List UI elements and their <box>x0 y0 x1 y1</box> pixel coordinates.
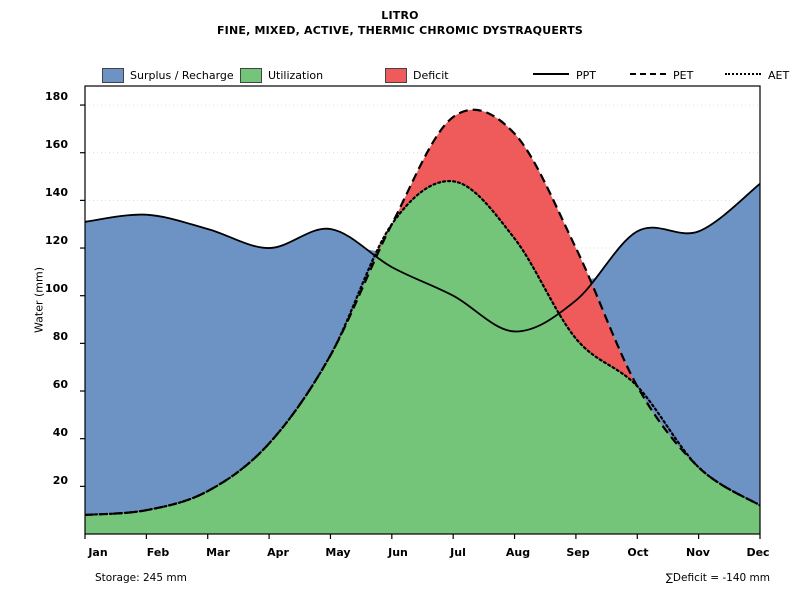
y-tick-20: 20 <box>52 474 68 487</box>
plot-frame <box>84 85 761 535</box>
legend-line-aet <box>725 73 761 77</box>
x-tick-jun: Jun <box>388 546 408 559</box>
x-tick-mar: Mar <box>206 546 230 559</box>
legend-swatch-utilization <box>240 67 262 83</box>
band-areas <box>85 109 760 534</box>
legend-swatch-surplus <box>102 67 124 83</box>
y-tick-60: 60 <box>52 378 68 391</box>
y-tick-80: 80 <box>52 330 68 343</box>
y-tick-140: 140 <box>45 186 68 199</box>
x-tick-apr: Apr <box>267 546 289 559</box>
legend-label-aet: AET <box>768 68 790 82</box>
legend-item-surplus: Surplus / Recharge <box>102 66 234 84</box>
y-tick-120: 120 <box>45 234 68 247</box>
chart-legend: Surplus / Recharge Utilization Deficit P… <box>85 66 789 86</box>
legend-label-surplus: Surplus / Recharge <box>130 68 234 82</box>
legend-item-ppt: PPT <box>533 66 596 84</box>
legend-swatch-deficit <box>385 67 407 83</box>
legend-label-deficit: Deficit <box>413 68 449 82</box>
y-tick-100: 100 <box>45 282 68 295</box>
x-tick-may: May <box>325 546 351 559</box>
x-tick-nov: Nov <box>686 546 710 559</box>
x-tick-aug: Aug <box>505 546 531 559</box>
axis-ticks <box>80 104 761 539</box>
legend-item-utilization: Utilization <box>240 66 323 84</box>
x-tick-oct: Oct <box>627 546 649 559</box>
series-curves <box>85 108 760 517</box>
y-tick-180: 180 <box>45 90 68 103</box>
legend-label-ppt: PPT <box>576 68 596 82</box>
legend-item-pet: PET <box>630 66 693 84</box>
legend-item-deficit: Deficit <box>385 66 449 84</box>
legend-label-utilization: Utilization <box>268 68 324 82</box>
x-tick-dec: Dec <box>746 546 770 559</box>
x-tick-sep: Sep <box>566 546 590 559</box>
y-tick-160: 160 <box>45 138 68 151</box>
y-tick-40: 40 <box>52 426 68 439</box>
storage-note: Storage: 245 mm <box>95 572 187 584</box>
chart-title-line2: FINE, MIXED, ACTIVE, THERMIC CHROMIC DYS… <box>216 24 584 37</box>
legend-line-ppt <box>533 73 569 77</box>
x-tick-jan: Jan <box>88 546 108 559</box>
legend-item-aet: AET <box>725 66 789 84</box>
x-tick-feb: Feb <box>146 546 170 559</box>
legend-label-pet: PET <box>673 68 694 82</box>
chart-title: LITRO FINE, MIXED, ACTIVE, THERMIC CHROM… <box>0 8 800 38</box>
legend-line-pet <box>630 73 666 77</box>
deficit-note: ∑Deficit = -140 mm <box>665 572 770 584</box>
chart-title-line1: LITRO <box>381 9 419 22</box>
x-tick-jul: Jul <box>450 546 466 559</box>
